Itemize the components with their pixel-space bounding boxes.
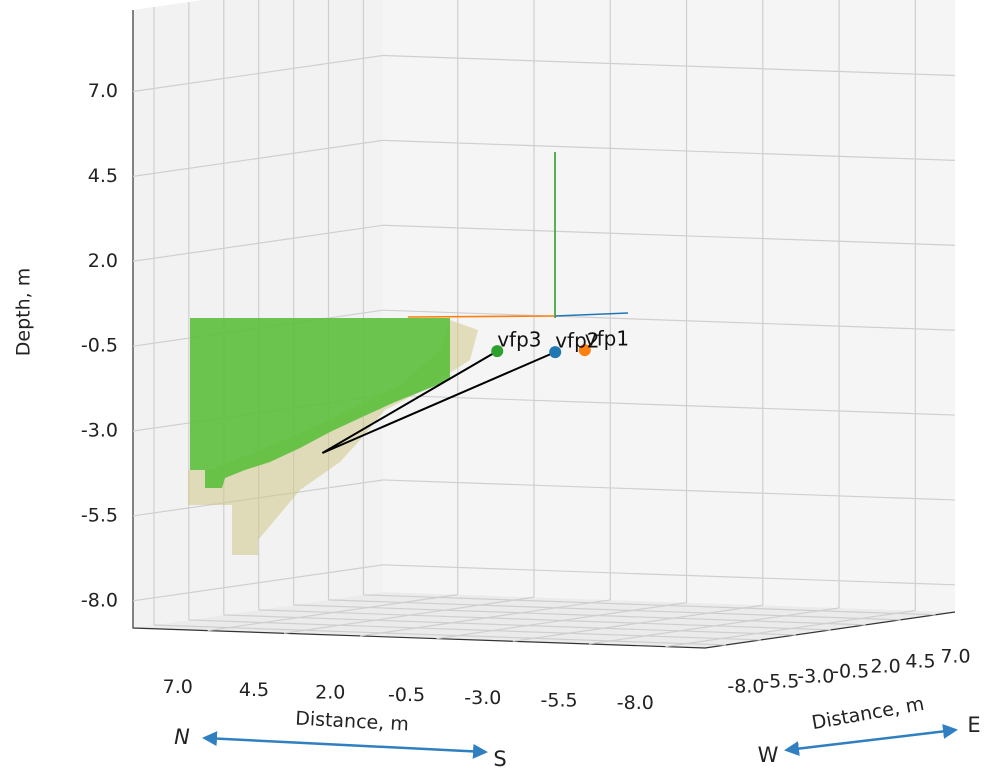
ref-axis-y xyxy=(554,312,629,317)
pane-back xyxy=(383,0,955,612)
x-axis-label: Distance, m xyxy=(295,708,410,736)
grid-line xyxy=(382,139,956,161)
grid-line xyxy=(132,564,384,602)
y-tick-label: 2.0 xyxy=(871,655,901,677)
point-label: vfp2 xyxy=(555,329,599,353)
grid-line xyxy=(382,224,956,246)
voxels xyxy=(188,318,478,555)
grid-line xyxy=(132,54,384,93)
compass-s: S xyxy=(493,747,506,771)
z-axis-label: Depth, m xyxy=(13,268,35,356)
grid-line xyxy=(382,564,956,586)
x-tick-label: -0.5 xyxy=(388,684,425,706)
grid-line xyxy=(382,309,956,331)
x-tick-label: -5.5 xyxy=(541,689,578,711)
z-tick-label: 7.0 xyxy=(88,80,118,102)
reference-axes xyxy=(407,152,629,318)
x-tick-label: 7.0 xyxy=(163,676,193,698)
trajectory-line xyxy=(321,350,498,454)
point xyxy=(491,345,504,358)
grid-line xyxy=(382,54,956,77)
y-tick-label: -3.0 xyxy=(797,665,834,687)
grid-line xyxy=(132,224,384,262)
y-tick-label: -0.5 xyxy=(832,660,869,682)
grid-line xyxy=(382,479,956,501)
x-tick-label: 4.5 xyxy=(239,679,269,701)
x-tick-label: 2.0 xyxy=(315,681,345,703)
compass-arrow-we xyxy=(784,723,958,757)
labels: Depth, m Distance, m Distance, m N S W E… xyxy=(13,80,981,771)
point-label: vfp3 xyxy=(497,328,541,352)
point xyxy=(578,344,591,357)
grid-line xyxy=(153,624,726,646)
grid-line xyxy=(132,139,384,177)
z-tick-label: 4.5 xyxy=(88,165,118,187)
grid-line xyxy=(328,599,901,621)
grid xyxy=(132,0,956,648)
grid-line xyxy=(293,604,866,626)
grid-line xyxy=(258,609,831,631)
x-tick-label: -3.0 xyxy=(464,687,501,709)
grid-line xyxy=(363,594,936,616)
y-tick-label: 7.0 xyxy=(940,645,970,667)
grid-line xyxy=(382,394,956,416)
z-tick-label: -0.5 xyxy=(81,335,118,357)
z-tick-label: -3.0 xyxy=(81,420,118,442)
grid-line xyxy=(223,614,796,636)
y-axis-label: Distance, m xyxy=(810,693,926,734)
point-label: vfp1 xyxy=(585,327,629,351)
compass-e: E xyxy=(967,713,980,737)
y-tick-label: -5.5 xyxy=(762,670,799,692)
point xyxy=(549,346,562,359)
voxel-region-tan xyxy=(188,320,478,555)
z-tick-label: -8.0 xyxy=(81,589,118,611)
compass-w: W xyxy=(758,743,779,767)
compass-n: N xyxy=(174,725,190,749)
y-tick-label: -8.0 xyxy=(727,675,764,697)
z-tick-label: -5.5 xyxy=(81,504,118,526)
x-tick-label: -8.0 xyxy=(617,692,654,714)
z-tick-label: 2.0 xyxy=(88,250,118,272)
trajectory-line xyxy=(322,351,556,454)
ref-axis-x xyxy=(407,315,556,318)
grid-line xyxy=(188,619,761,641)
compass-arrow-ns xyxy=(202,731,488,759)
voxel-region-green xyxy=(190,318,450,488)
y-tick-label: 4.5 xyxy=(905,650,935,672)
